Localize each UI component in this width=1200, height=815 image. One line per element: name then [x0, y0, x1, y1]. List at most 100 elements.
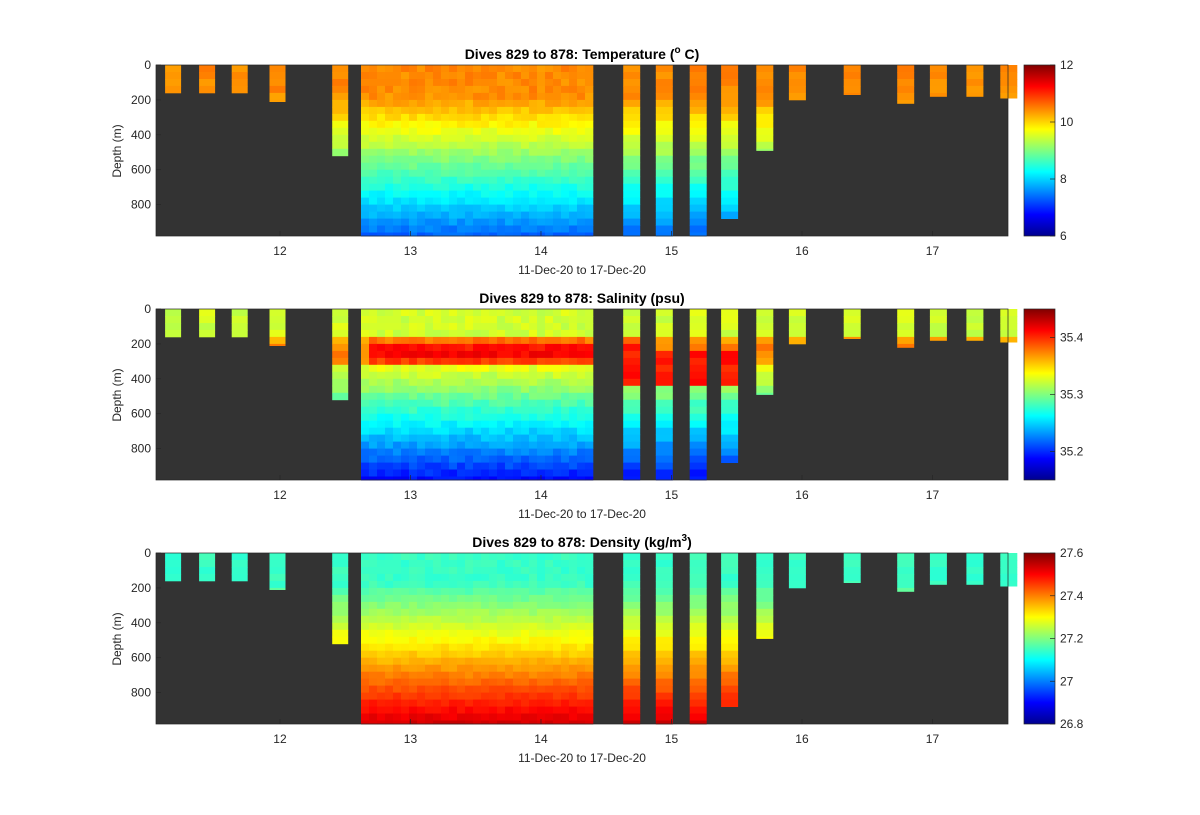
salinity-profile-cell [521, 455, 530, 463]
temperature-profile-cell [199, 79, 216, 87]
salinity-profile-cell [505, 469, 514, 477]
density-profile-cell [449, 685, 458, 693]
salinity-profile-cell [553, 343, 562, 352]
density-profile-cell [385, 643, 394, 652]
salinity-profile-cell [577, 455, 586, 463]
temperature-profile-cell [623, 190, 641, 198]
salinity-profile-cell [409, 323, 418, 331]
salinity-profile-cell [553, 413, 562, 422]
salinity-profile-column [269, 309, 286, 346]
temperature-profile-cell [561, 162, 570, 171]
salinity-profile-cell [497, 406, 506, 415]
temperature-profile-column [505, 65, 514, 237]
temperature-profile-cell [385, 127, 394, 136]
salinity-profile-cell [361, 343, 370, 352]
salinity-profile-cell [481, 420, 490, 429]
density-profile-cell [497, 657, 506, 666]
temperature-profile-cell [843, 72, 861, 80]
density-profile-cell [561, 573, 570, 582]
salinity-profile-cell [409, 434, 418, 442]
temperature-profile-cell [721, 169, 739, 178]
temperature-profile-cell [569, 148, 578, 157]
salinity-profile-cell [425, 462, 434, 470]
density-profile-cell [401, 608, 410, 617]
temperature-profile-cell [465, 197, 474, 205]
salinity-profile-cell [409, 420, 418, 429]
temperature-profile-cell [473, 127, 482, 136]
salinity-profile-cell [553, 469, 562, 477]
density-profile-cell [465, 560, 474, 568]
density-profile-cell [441, 573, 450, 582]
salinity-profile-cell [393, 406, 402, 415]
density-profile-cell [465, 713, 474, 721]
temperature-profile-cell [377, 155, 386, 164]
salinity-profile-cell [401, 392, 410, 401]
temperature-profile-cell [361, 79, 370, 87]
salinity-profile-cell [377, 476, 386, 481]
temperature-profile-cell [481, 106, 490, 115]
salinity-profile-cell [417, 309, 426, 317]
salinity-profile-cell [537, 316, 546, 324]
salinity-profile-cell [623, 427, 641, 436]
temperature-profile-cell [425, 169, 434, 178]
density-profile-cell [513, 629, 522, 638]
temperature-profile-cell [401, 225, 410, 233]
density-profile-cell [457, 650, 466, 659]
salinity-profile-cell [361, 371, 370, 380]
density-profile-cell [537, 664, 546, 673]
salinity-profile-cell [409, 476, 418, 481]
salinity-profile-cell [689, 309, 707, 317]
salinity-profile-cell [577, 371, 586, 380]
temperature-profile-column [385, 65, 394, 237]
temperature-profile-cell [585, 85, 594, 94]
temperature-profile-cell [521, 72, 530, 80]
salinity-profile-cell [1000, 323, 1018, 331]
temperature-profile-cell [385, 183, 394, 192]
salinity-profile-cell [505, 413, 514, 422]
salinity-profile-cell [433, 413, 442, 422]
temperature-profile-cell [441, 225, 450, 233]
salinity-profile-cell [721, 357, 739, 366]
density-profile-cell [401, 587, 410, 596]
salinity-profile-cell [577, 441, 586, 449]
density-profile-cell [577, 573, 586, 582]
salinity-profile-cell [417, 316, 426, 324]
salinity-profile-cell [465, 406, 474, 415]
salinity-profile-cell [529, 343, 538, 352]
salinity-profile-cell [417, 399, 426, 408]
density-profile-cell [689, 608, 707, 617]
temperature-profile-cell [553, 211, 562, 219]
salinity-profile-cell [756, 343, 774, 352]
salinity-profile-cell [409, 350, 418, 359]
density-profile-cell [417, 553, 426, 561]
density-profile-cell [689, 553, 707, 561]
density-profile-cell [623, 567, 641, 575]
temperature-profile-cell [409, 148, 418, 157]
density-profile-cell [385, 580, 394, 589]
density-profile-cell [623, 636, 641, 645]
temperature-profile-column [521, 65, 530, 237]
salinity-profile-cell [623, 323, 641, 331]
density-profile-cell [489, 643, 498, 652]
density-profile-cell [465, 608, 474, 617]
salinity-profile-cell [457, 329, 466, 338]
temperature-profile-cell [545, 190, 554, 198]
temperature-profile-cell [441, 197, 450, 205]
temperature-profile-cell [497, 65, 506, 73]
salinity-profile-cell [623, 371, 641, 380]
salinity-profile-cell [585, 462, 594, 470]
temperature-profile-cell [465, 79, 474, 87]
salinity-profile-cell [433, 399, 442, 408]
temperature-profile-cell [361, 232, 370, 237]
temperature-profile-cell [513, 232, 522, 237]
temperature-profile-cell [401, 190, 410, 198]
density-profile-cell [465, 594, 474, 603]
density-profile-cell [489, 650, 498, 659]
density-profile-cell [561, 713, 570, 721]
temperature-profile-cell [577, 232, 586, 237]
temperature-profile-cell [441, 211, 450, 219]
density-profile-cell [425, 636, 434, 645]
density-profile-cell [577, 664, 586, 673]
salinity-profile-cell [553, 441, 562, 449]
